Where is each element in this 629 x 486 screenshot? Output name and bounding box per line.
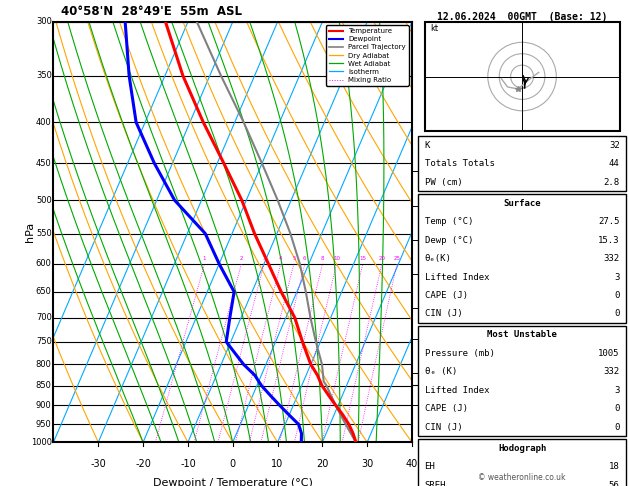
Text: 1: 1 <box>203 257 206 261</box>
Text: 6: 6 <box>303 257 306 261</box>
Text: θₑ (K): θₑ (K) <box>425 367 457 376</box>
Text: SREH: SREH <box>425 481 446 486</box>
Text: Most Unstable: Most Unstable <box>487 330 557 339</box>
Text: 10: 10 <box>272 459 284 469</box>
Text: 10: 10 <box>333 257 340 261</box>
Text: CIN (J): CIN (J) <box>425 310 462 318</box>
Text: 4: 4 <box>425 303 430 312</box>
Text: 3: 3 <box>615 273 620 281</box>
Text: 800: 800 <box>36 360 52 369</box>
Text: 350: 350 <box>36 71 52 80</box>
Text: 7: 7 <box>425 201 430 210</box>
Text: 0: 0 <box>230 459 236 469</box>
Text: 750: 750 <box>36 337 52 347</box>
Text: 5: 5 <box>292 257 296 261</box>
Text: 40: 40 <box>406 459 418 469</box>
Text: 25: 25 <box>394 257 401 261</box>
Text: Temp (°C): Temp (°C) <box>425 217 473 226</box>
Text: 44: 44 <box>609 159 620 168</box>
Text: -30: -30 <box>91 459 106 469</box>
Text: 4: 4 <box>279 257 282 261</box>
Text: © weatheronline.co.uk: © weatheronline.co.uk <box>478 473 566 482</box>
Text: 600: 600 <box>36 260 52 268</box>
Text: Lifted Index: Lifted Index <box>425 386 489 395</box>
Text: 900: 900 <box>36 401 52 410</box>
Text: 20: 20 <box>379 257 386 261</box>
Text: θₑ(K): θₑ(K) <box>425 254 452 263</box>
Text: 0: 0 <box>615 423 620 432</box>
Bar <box>418 194 626 323</box>
Text: 950: 950 <box>36 420 52 429</box>
Text: 300: 300 <box>36 17 52 26</box>
Bar <box>418 326 626 436</box>
Text: 8: 8 <box>321 257 325 261</box>
Text: 20: 20 <box>316 459 328 469</box>
Text: Totals Totals: Totals Totals <box>425 159 494 168</box>
Text: 450: 450 <box>36 159 52 168</box>
Text: hPa: hPa <box>25 222 35 242</box>
Text: 56: 56 <box>609 481 620 486</box>
Text: 850: 850 <box>36 381 52 390</box>
Text: Hodograph: Hodograph <box>498 444 546 452</box>
Text: 550: 550 <box>36 229 52 238</box>
Text: 1: 1 <box>425 401 430 410</box>
Text: 6: 6 <box>425 235 430 244</box>
Text: 0: 0 <box>615 310 620 318</box>
Bar <box>418 439 626 486</box>
Text: Dewp (°C): Dewp (°C) <box>425 236 473 244</box>
Text: 18: 18 <box>609 462 620 471</box>
Text: 0: 0 <box>615 404 620 413</box>
Text: 2: 2 <box>425 368 430 378</box>
Text: 32: 32 <box>609 141 620 150</box>
Text: 0: 0 <box>615 291 620 300</box>
FancyBboxPatch shape <box>425 22 620 131</box>
Text: 3: 3 <box>615 386 620 395</box>
Text: 400: 400 <box>36 118 52 127</box>
Text: 500: 500 <box>36 196 52 205</box>
Text: -20: -20 <box>135 459 151 469</box>
Text: K: K <box>425 141 430 150</box>
Text: Pressure (mb): Pressure (mb) <box>425 349 494 358</box>
Text: 27.5: 27.5 <box>598 217 620 226</box>
Text: 3: 3 <box>425 335 430 344</box>
Text: 15: 15 <box>359 257 366 261</box>
Text: Lifted Index: Lifted Index <box>425 273 489 281</box>
Text: CAPE (J): CAPE (J) <box>425 291 467 300</box>
Text: 15.3: 15.3 <box>598 236 620 244</box>
Text: 2.8: 2.8 <box>603 178 620 187</box>
Text: EH: EH <box>425 462 435 471</box>
Text: CIN (J): CIN (J) <box>425 423 462 432</box>
Text: 1005: 1005 <box>598 349 620 358</box>
Text: 12.06.2024  00GMT  (Base: 12): 12.06.2024 00GMT (Base: 12) <box>437 12 607 22</box>
Text: 40°58'N  28°49'E  55m  ASL: 40°58'N 28°49'E 55m ASL <box>60 5 242 17</box>
Bar <box>418 136 626 191</box>
Text: Surface: Surface <box>503 199 541 208</box>
Text: 3: 3 <box>262 257 266 261</box>
Text: kt: kt <box>431 24 439 34</box>
Text: 1000: 1000 <box>31 438 52 447</box>
Text: 332: 332 <box>603 367 620 376</box>
Text: 30: 30 <box>361 459 373 469</box>
Text: km
ASL: km ASL <box>418 0 434 14</box>
Text: 8: 8 <box>425 167 430 175</box>
Text: Dewpoint / Temperature (°C): Dewpoint / Temperature (°C) <box>153 478 313 486</box>
Text: 332: 332 <box>603 254 620 263</box>
Text: 5: 5 <box>425 270 430 278</box>
Text: 650: 650 <box>36 287 52 296</box>
Text: LCL: LCL <box>421 380 435 389</box>
Text: -10: -10 <box>180 459 196 469</box>
Text: 700: 700 <box>36 313 52 322</box>
Legend: Temperature, Dewpoint, Parcel Trajectory, Dry Adiabat, Wet Adiabat, Isotherm, Mi: Temperature, Dewpoint, Parcel Trajectory… <box>326 25 408 86</box>
Text: PW (cm): PW (cm) <box>425 178 462 187</box>
Text: 2: 2 <box>240 257 243 261</box>
Text: CAPE (J): CAPE (J) <box>425 404 467 413</box>
